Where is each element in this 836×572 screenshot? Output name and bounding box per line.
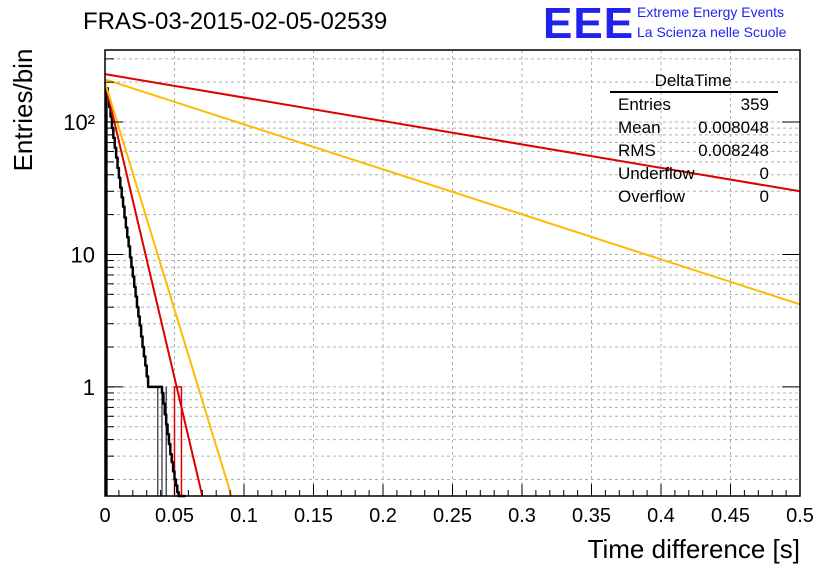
stats-label: Mean [618, 118, 661, 137]
stats-box: DeltaTime Entries 359 Mean 0.008048 RMS 0.008… [610, 71, 778, 206]
logo-line-1: Extreme Energy Events [637, 4, 785, 20]
stats-label: Underflow [618, 164, 695, 183]
histogram-line [105, 86, 186, 498]
logo-line-2: La Scienza nelle Scuole [637, 24, 787, 40]
fit-line [104, 73, 801, 193]
x-tick-label: 0.35 [572, 505, 611, 527]
chart-title: FRAS-03-2015-02-05-02539 [83, 8, 388, 35]
x-tick-label: 0.4 [647, 505, 675, 527]
x-tick-label: 0.05 [155, 505, 194, 527]
x-tick-label: 0.25 [433, 505, 472, 527]
stats-box-name: DeltaTime [655, 71, 732, 90]
x-tick-label: 0.1 [230, 505, 258, 527]
y-axis-label: Entries/bin [8, 49, 38, 172]
y-tick-label: 10 [71, 242, 95, 267]
stats-label: RMS [618, 141, 656, 160]
eee-logo: EEE [543, 0, 635, 48]
grid [105, 50, 800, 496]
x-axis-tick-labels: 0 0.05 0.1 0.15 0.2 0.25 0.3 0.35 0.4 0.45 0.5 [99, 505, 813, 527]
x-tick-label: 0 [99, 505, 110, 527]
x-tick-label: 0.5 [786, 505, 814, 527]
x-tick-label: 0.15 [294, 505, 333, 527]
fit-lines [104, 73, 801, 497]
plot-frame [104, 49, 801, 497]
stats-value: 0 [760, 164, 769, 183]
x-tick-label: 0.2 [369, 505, 397, 527]
y-tick-label: 10² [63, 110, 95, 135]
stats-value: 0.008048 [698, 118, 769, 137]
x-tick-label: 0.45 [711, 505, 750, 527]
stats-value: 0 [760, 187, 769, 206]
x-axis-label: Time difference [s] [588, 534, 800, 564]
stats-label: Entries [618, 95, 671, 114]
stats-label: Overflow [618, 187, 686, 206]
histogram [105, 86, 186, 498]
fit-line [104, 81, 204, 497]
y-axis-tick-labels: 1 10 10² [63, 110, 95, 400]
stats-value: 0.008248 [698, 141, 769, 160]
x-tick-label: 0.3 [508, 505, 536, 527]
fit-line [104, 78, 801, 306]
stats-value: 359 [741, 95, 769, 114]
fit-line [104, 81, 233, 497]
y-tick-label: 1 [83, 375, 95, 400]
